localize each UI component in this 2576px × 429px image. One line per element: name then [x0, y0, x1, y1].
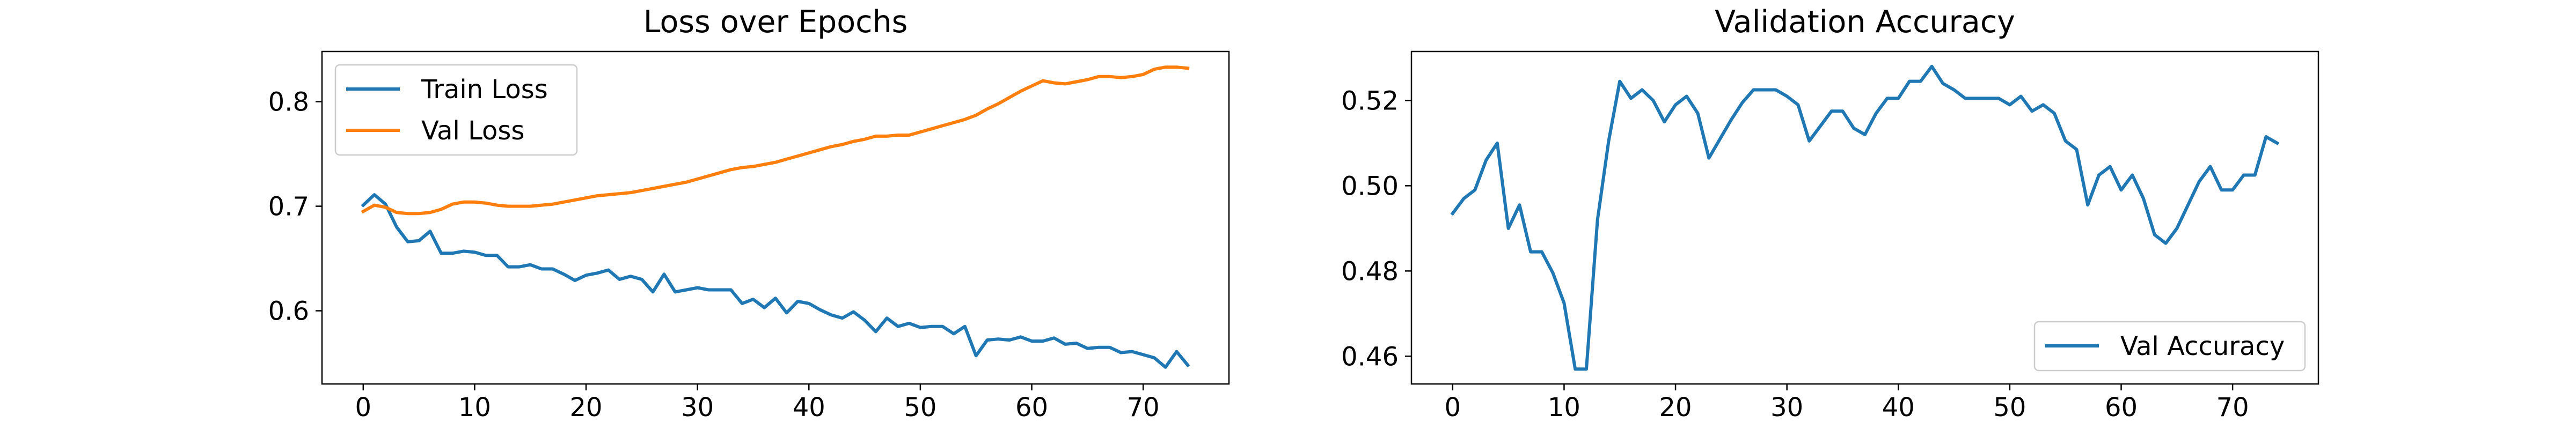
accuracy-y-tick-label-0: 0.46 [1341, 342, 1399, 372]
accuracy-x-tick-label-1: 10 [1548, 393, 1580, 423]
accuracy-y-tick-label-1: 0.48 [1341, 256, 1399, 286]
accuracy-x-tick-label-4: 40 [1882, 393, 1915, 423]
accuracy-x-tick-label-7: 70 [2216, 393, 2249, 423]
accuracy-chart-panel: Validation Accuracy 0 10 20 30 40 50 60 700.460… [1341, 4, 2319, 423]
accuracy-legend: Val Accuracy [2033, 321, 2306, 372]
loss-y-tick-label-0: 0.6 [268, 297, 309, 327]
accuracy-plot-area: 0 10 20 30 40 50 60 70 0.46 0.48 0.50 0.52 [1341, 64, 2280, 423]
loss-y-tick-label-1: 0.7 [268, 192, 309, 222]
loss-series-line-1 [361, 65, 1190, 216]
accuracy-x-tick-label-6: 60 [2105, 393, 2138, 423]
accuracy-x-tick-label-2: 20 [1659, 393, 1692, 423]
loss-axes-frame [321, 50, 1230, 385]
loss-x-tick-label-7: 70 [1127, 393, 1160, 423]
loss-chart-title: Loss over Epochs [643, 4, 908, 40]
loss-x-tick-label-5: 50 [904, 393, 936, 423]
accuracy-legend-label-0: Val Accuracy [2120, 331, 2285, 361]
loss-chart-panel: Loss over Epochs 0 10 20 30 40 50 60 70 0.6 0.7 0.… [268, 4, 1230, 423]
loss-x-tick-label-2: 20 [570, 393, 603, 423]
loss-x-tick-label-6: 60 [1015, 393, 1048, 423]
loss-x-tick-label-0: 0 [355, 393, 372, 423]
accuracy-series-line-0 [1450, 64, 2280, 371]
loss-x-tick-label-1: 10 [458, 393, 491, 423]
accuracy-x-tick-label-5: 50 [1993, 393, 2026, 423]
loss-legend: Train Loss Val Loss [334, 64, 578, 156]
loss-x-tick-label-4: 40 [793, 393, 825, 423]
accuracy-legend-frame [2033, 321, 2306, 372]
loss-y-tick-label-2: 0.8 [268, 87, 309, 117]
accuracy-x-tick-label-0: 0 [1445, 393, 1461, 423]
accuracy-y-tick-label-2: 0.50 [1341, 171, 1399, 201]
loss-x-tick-label-3: 30 [681, 393, 714, 423]
accuracy-y-tick-label-3: 0.52 [1341, 86, 1399, 116]
loss-series-line-0 [361, 193, 1190, 369]
loss-legend-label-1: Val Loss [421, 116, 524, 146]
accuracy-x-tick-label-3: 30 [1770, 393, 1803, 423]
accuracy-chart-title: Validation Accuracy [1715, 4, 2015, 40]
loss-plot-area: 0 10 20 30 40 50 60 70 0.6 0.7 0.8 [268, 65, 1190, 423]
loss-legend-label-0: Train Loss [421, 75, 548, 105]
accuracy-axes-frame [1410, 50, 2319, 385]
